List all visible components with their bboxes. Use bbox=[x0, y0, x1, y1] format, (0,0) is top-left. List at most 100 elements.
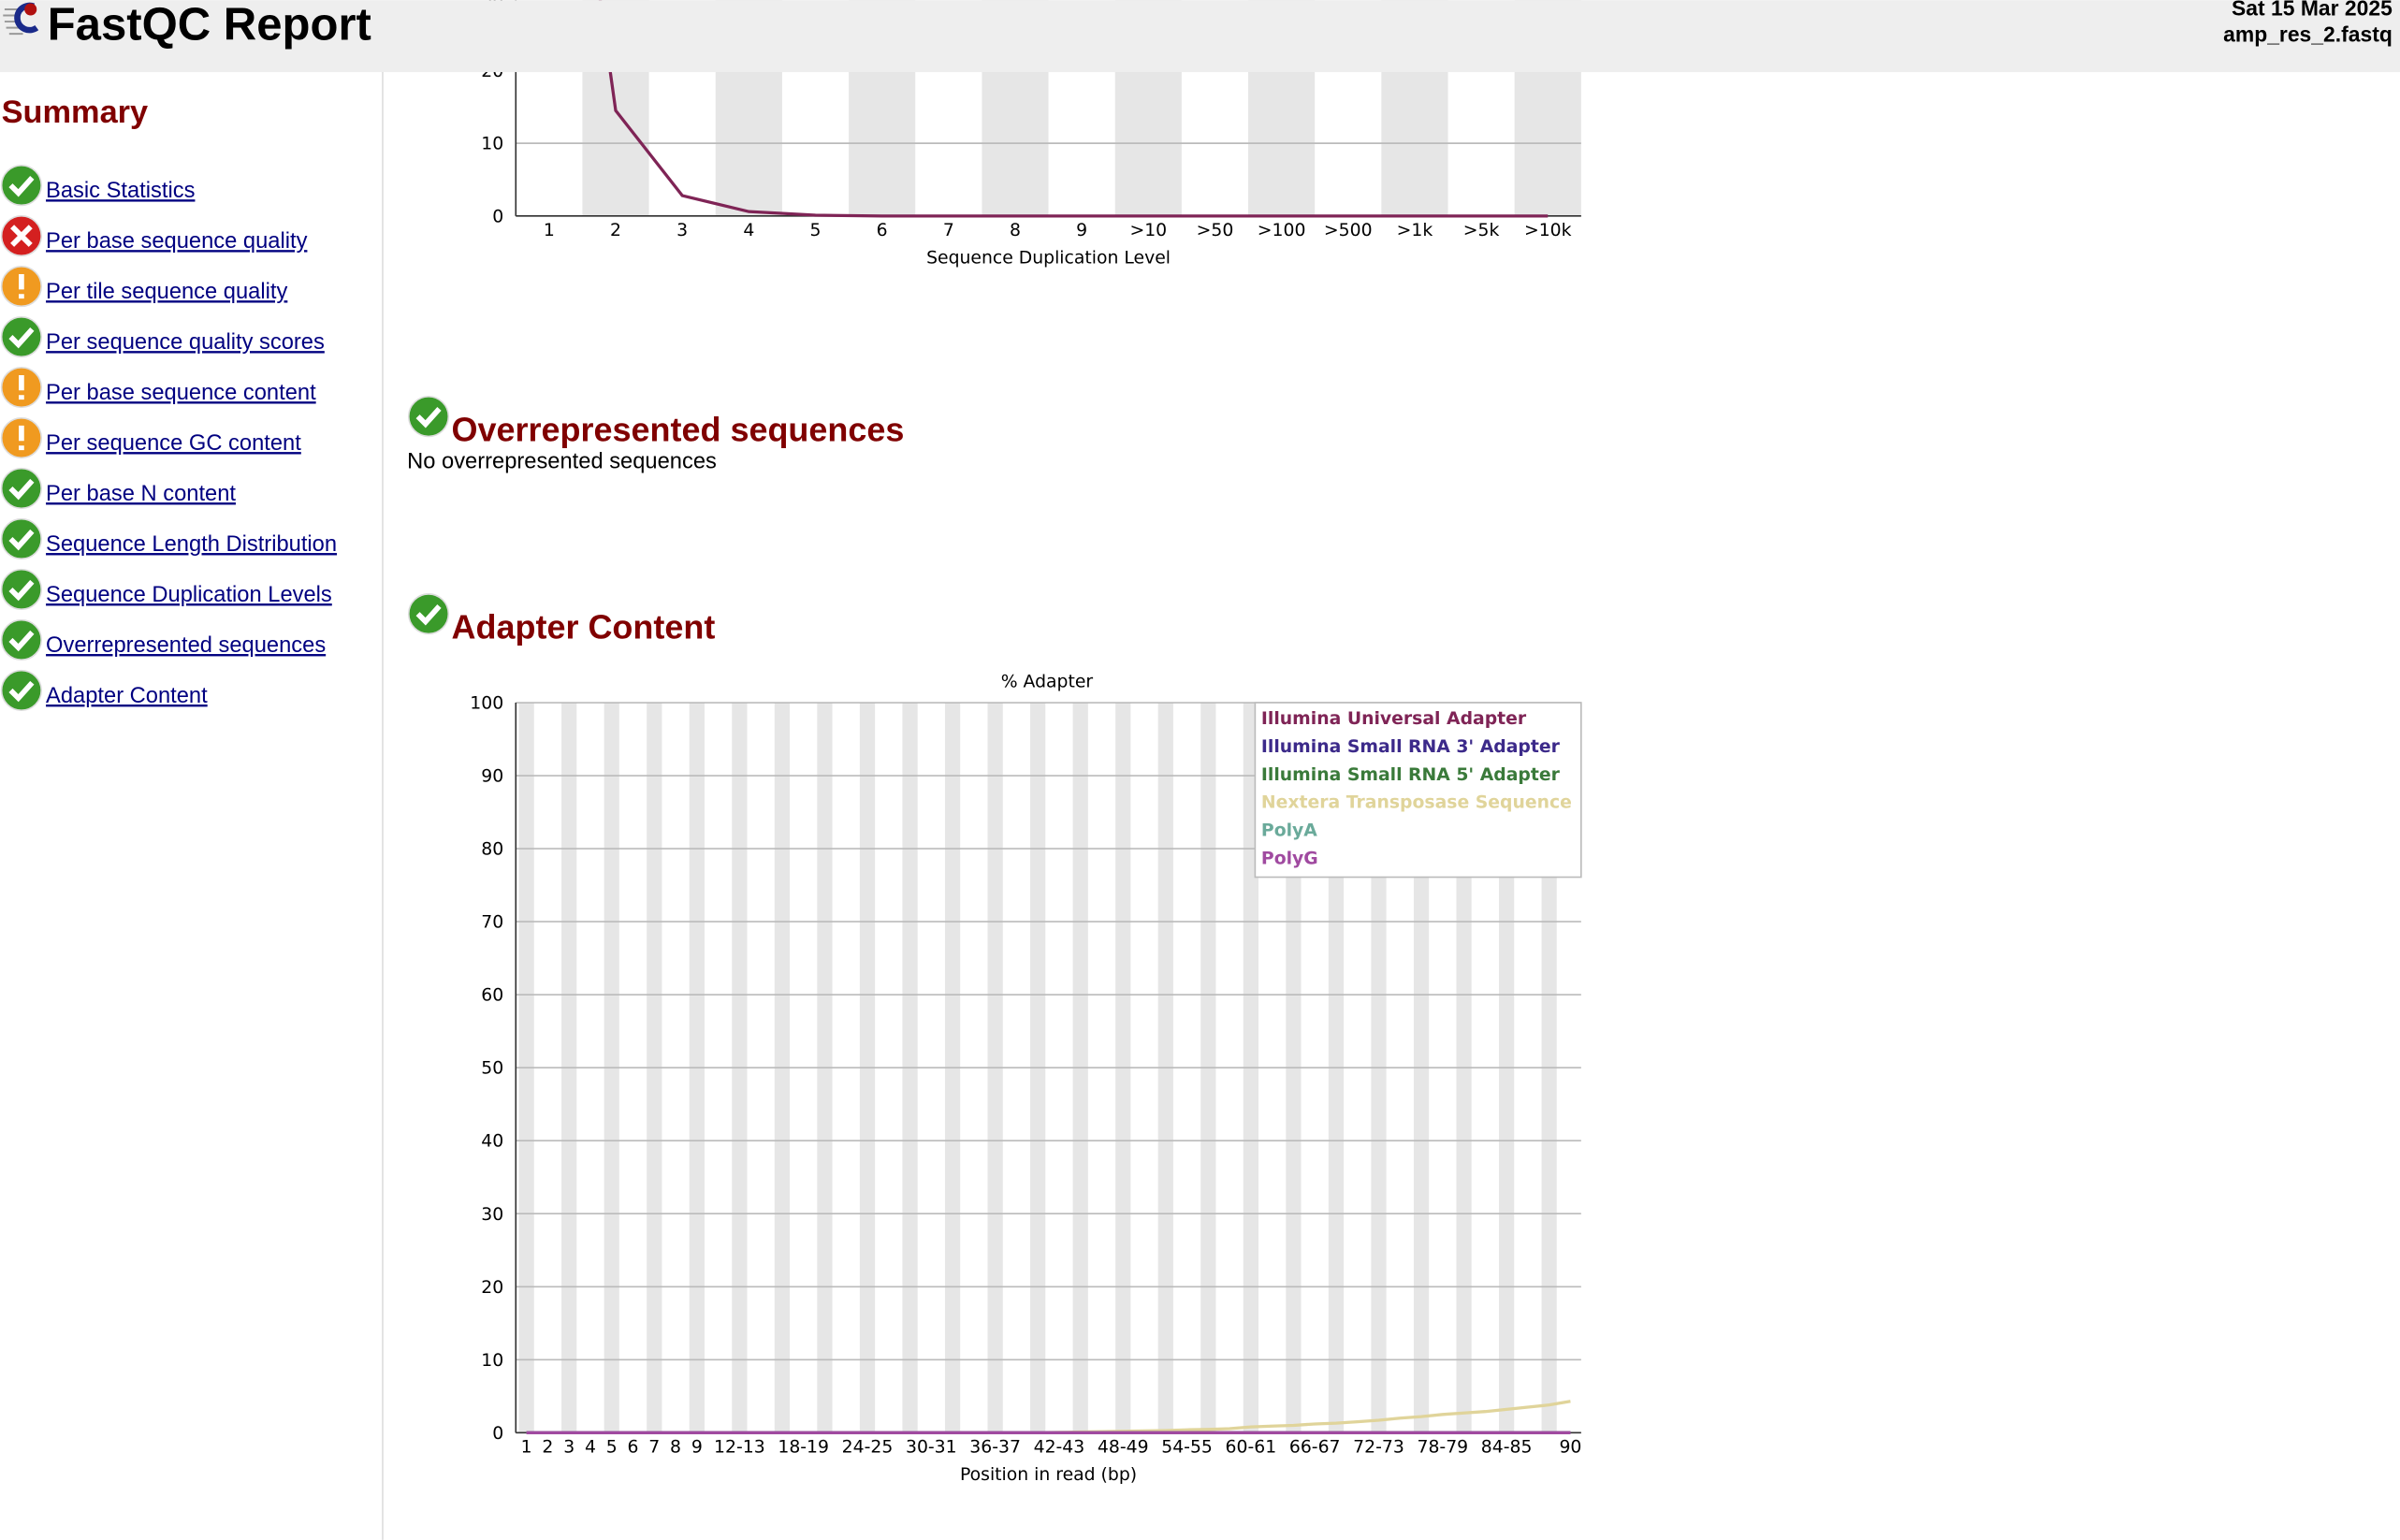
x-tick-label: 2 bbox=[610, 221, 621, 240]
module-link[interactable]: Sequence Length Distribution bbox=[46, 532, 337, 557]
legend-box bbox=[1254, 702, 1582, 879]
module-link[interactable]: Overrepresented sequences bbox=[46, 633, 326, 658]
chart: 1 2 3 4 5 6 7 8 9 12-13 18-19 24-25 30-31 36-37 42-43 4… bbox=[470, 673, 1582, 1485]
y-tick-label: 80 bbox=[481, 840, 503, 860]
x-tick-label: 1 bbox=[521, 1438, 532, 1458]
x-tick-label: 84-85 bbox=[1481, 1438, 1533, 1458]
summary-title: Summary bbox=[2, 94, 149, 130]
icon-circle bbox=[407, 593, 450, 635]
x-tick-label: 72-73 bbox=[1353, 1438, 1404, 1458]
x-tick-label: 3 bbox=[563, 1438, 575, 1458]
x-tick-label: 54-55 bbox=[1161, 1438, 1213, 1458]
module-link[interactable]: Per base sequence quality bbox=[46, 229, 308, 254]
module-link[interactable]: Per base sequence content bbox=[46, 381, 316, 405]
y-tick-label: 0 bbox=[492, 1424, 503, 1444]
status-icon-pass bbox=[407, 396, 450, 438]
x-tick-label: 6 bbox=[628, 1438, 639, 1458]
x-tick-label: >5k bbox=[1463, 221, 1500, 240]
status-icon-pass bbox=[0, 568, 42, 611]
x-tick-label: 6 bbox=[877, 221, 888, 240]
module-link[interactable]: Per base N content bbox=[46, 482, 236, 506]
x-axis-label: Position in read (bp) bbox=[960, 1465, 1137, 1485]
icon-circle bbox=[0, 669, 42, 712]
x-tick-label: 7 bbox=[943, 221, 954, 240]
icon-circle bbox=[0, 568, 42, 611]
section-text: No overrepresented sequences bbox=[407, 450, 717, 474]
x-tick-label: 24-25 bbox=[842, 1438, 894, 1458]
x-axis-label: Sequence Duplication Level bbox=[926, 249, 1171, 269]
legend-entry: PolyG bbox=[1261, 850, 1318, 869]
module-link[interactable]: Sequence Duplication Levels bbox=[46, 583, 332, 607]
x-tick-label: >500 bbox=[1324, 221, 1373, 240]
module-link[interactable]: Adapter Content bbox=[46, 684, 208, 708]
x-tick-label: 4 bbox=[743, 221, 754, 240]
status-icon-warn bbox=[0, 265, 42, 308]
icon-check bbox=[8, 680, 35, 703]
x-tick-label: >50 bbox=[1197, 221, 1234, 240]
icon-check bbox=[8, 630, 35, 652]
x-tick-label: 4 bbox=[585, 1438, 596, 1458]
x-tick-label: 30-31 bbox=[906, 1438, 957, 1458]
status-icon-fail bbox=[0, 215, 42, 257]
x-tick-label: 3 bbox=[676, 221, 688, 240]
x-tick-label: >100 bbox=[1258, 221, 1306, 240]
icon-circle bbox=[407, 396, 450, 438]
status-icon-warn bbox=[0, 366, 42, 409]
module-link[interactable]: Per tile sequence quality bbox=[46, 280, 287, 304]
icon-check bbox=[8, 176, 35, 197]
x-tick-label: 48-49 bbox=[1098, 1438, 1149, 1458]
y-tick-label: 10 bbox=[481, 135, 503, 154]
y-tick-label: 30 bbox=[481, 1205, 503, 1225]
x-tick-label: 18-19 bbox=[778, 1438, 829, 1458]
header-bar bbox=[0, 0, 2400, 73]
status-icon-pass bbox=[0, 467, 42, 510]
icon-check bbox=[8, 579, 35, 602]
x-tick-label: 9 bbox=[691, 1438, 703, 1458]
module-link[interactable]: Per sequence GC content bbox=[46, 431, 301, 456]
y-tick-label: 60 bbox=[481, 986, 503, 1006]
legend-entry: PolyA bbox=[1261, 821, 1317, 841]
section-title: Adapter Content bbox=[452, 607, 716, 646]
x-tick-label: 9 bbox=[1076, 221, 1087, 240]
x-tick-label: 8 bbox=[670, 1438, 681, 1458]
module-link[interactable]: Per sequence quality scores bbox=[46, 330, 325, 355]
x-tick-label: 8 bbox=[1010, 221, 1021, 240]
x-tick-label: >10 bbox=[1129, 221, 1167, 240]
chart-title: % Adapter bbox=[1001, 673, 1094, 692]
report-file: amp_res_2.fastq bbox=[2223, 22, 2393, 46]
legend-entry: Illumina Small RNA 3' Adapter bbox=[1261, 737, 1561, 757]
section-title: Overrepresented sequences bbox=[452, 410, 905, 448]
x-tick-label: 60-61 bbox=[1226, 1438, 1277, 1458]
icon-cross bbox=[10, 225, 33, 247]
y-tick-label: 10 bbox=[481, 1351, 503, 1371]
legend-entry: Illumina Small RNA 5' Adapter bbox=[1261, 765, 1561, 785]
icon-circle bbox=[0, 165, 42, 207]
series-line bbox=[598, 0, 1549, 218]
icon-check bbox=[415, 407, 442, 429]
y-tick-label: 100 bbox=[470, 694, 503, 714]
y-tick-label: 0 bbox=[492, 207, 503, 226]
x-tick-label: >1k bbox=[1397, 221, 1433, 240]
x-tick-label: 2 bbox=[542, 1438, 553, 1458]
y-tick-label: 20 bbox=[481, 1278, 503, 1298]
status-icon-pass bbox=[0, 618, 42, 661]
status-icon-warn bbox=[0, 416, 42, 459]
x-tick-label: 5 bbox=[810, 221, 822, 240]
icon-circle bbox=[0, 517, 42, 560]
icon-check bbox=[415, 604, 442, 626]
x-tick-label: 66-67 bbox=[1289, 1438, 1341, 1458]
report-date: Sat 15 Mar 2025 bbox=[2232, 0, 2393, 21]
logo bbox=[3, 2, 39, 36]
x-tick-label: 42-43 bbox=[1034, 1438, 1085, 1458]
status-icon-pass bbox=[0, 517, 42, 560]
icon-circle bbox=[0, 467, 42, 510]
module-link[interactable]: Basic Statistics bbox=[46, 179, 195, 203]
status-icon-pass bbox=[0, 669, 42, 712]
legend-entry: Illumina Universal Adapter bbox=[1261, 709, 1527, 729]
icon-circle bbox=[0, 618, 42, 661]
icon-check bbox=[8, 478, 35, 501]
x-tick-label: 12-13 bbox=[714, 1438, 765, 1458]
icon-check bbox=[8, 529, 35, 551]
x-tick-label: 90 bbox=[1559, 1438, 1581, 1458]
